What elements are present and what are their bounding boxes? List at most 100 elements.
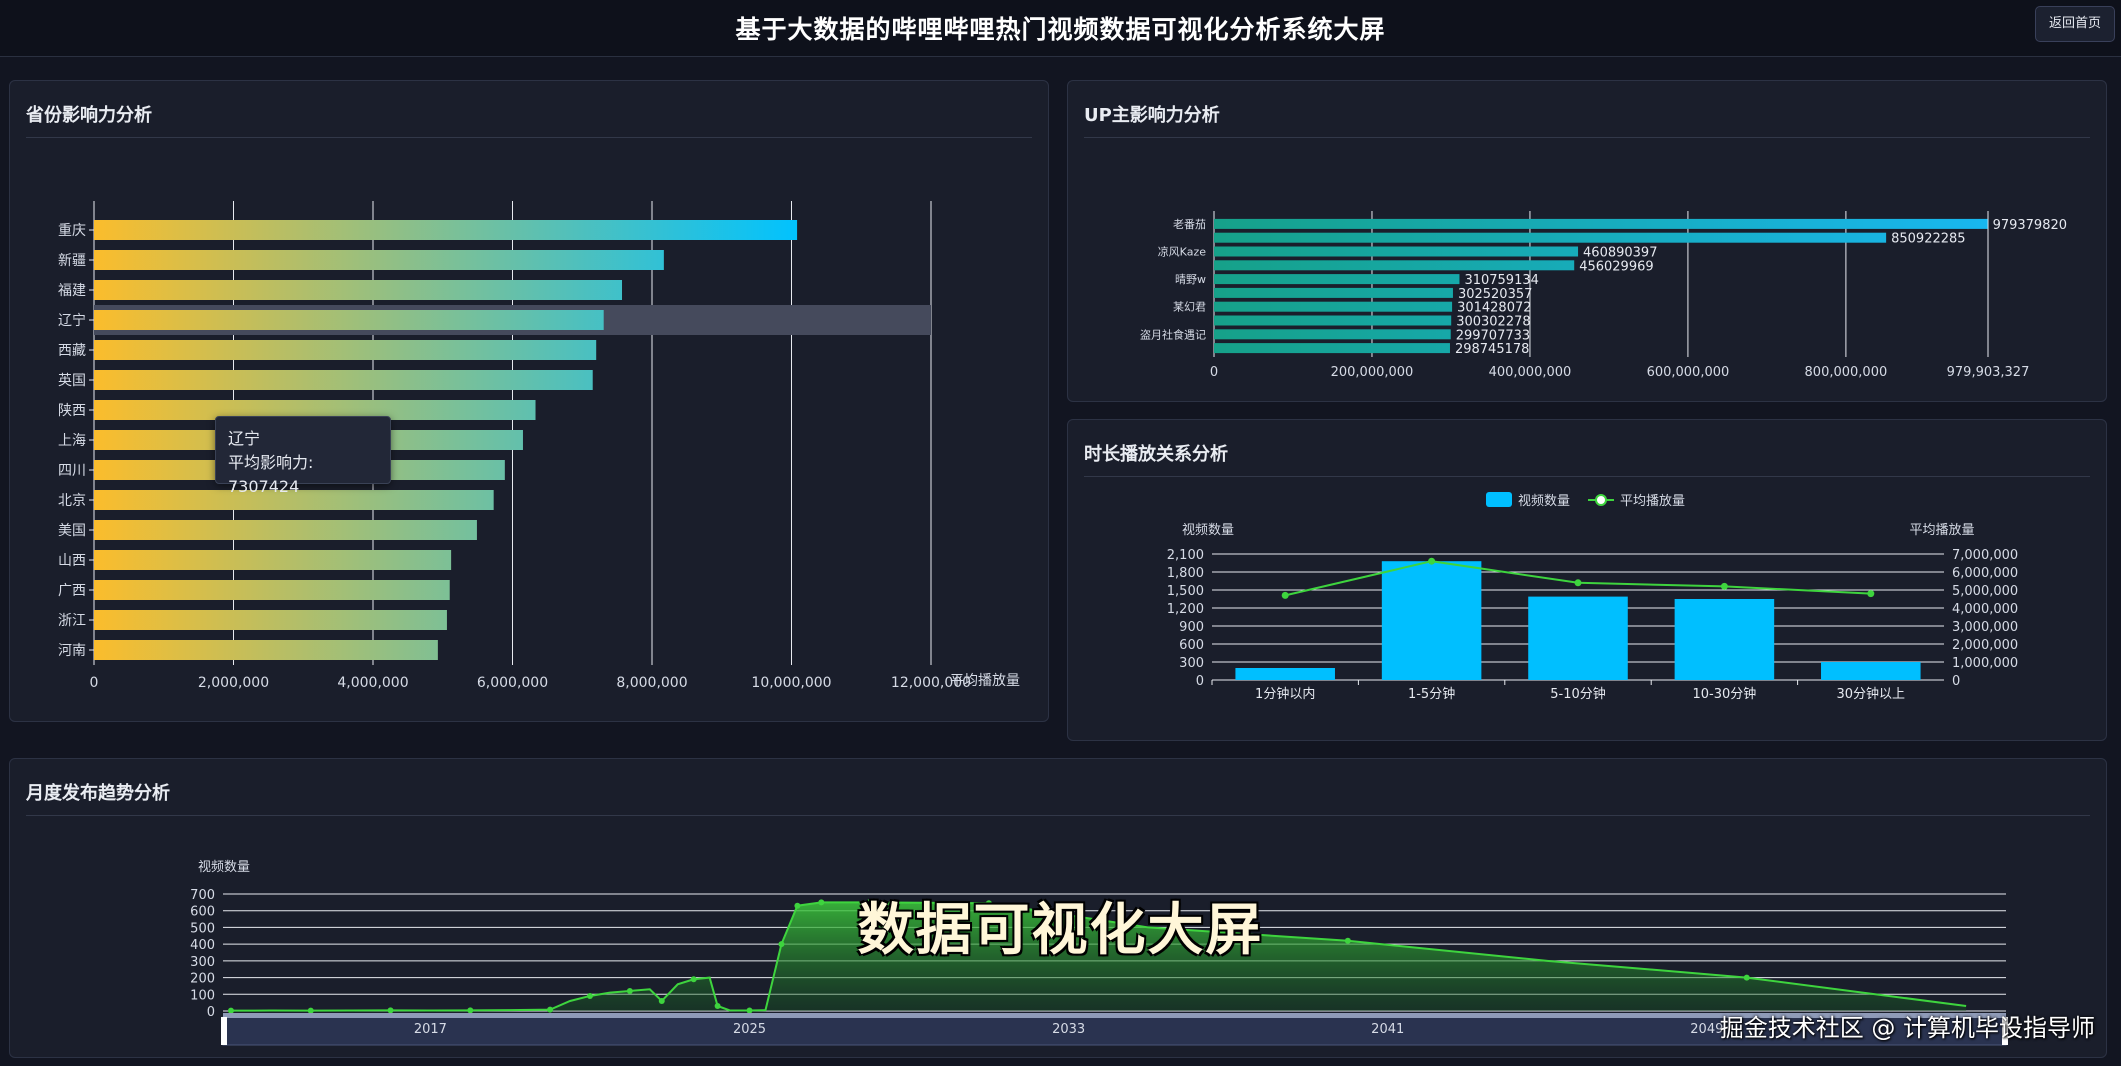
up-influence-panel: UP主影响力分析 0 200,000,000 400,000,000 600,000,… <box>1067 80 2107 402</box>
y-tick-label: 四川 <box>58 463 86 479</box>
chart-tooltip: 辽宁 平均影响力: 7307424 <box>215 416 391 496</box>
bar <box>1214 343 1450 354</box>
bar-浙江 <box>94 610 447 630</box>
trend-point <box>586 992 593 999</box>
bar-美国 <box>94 520 477 540</box>
y-tick-label: 北京 <box>58 493 86 509</box>
x-tick-label: 5-10分钟 <box>1550 686 1606 702</box>
data-label: 299707733 <box>1456 328 1530 343</box>
y-tick-label: 新疆 <box>58 253 86 269</box>
panel-title: 省份影响力分析 <box>26 105 152 126</box>
x-tick-label: 4,000,000 <box>337 675 408 691</box>
zoom-tick-label: 2041 <box>1371 1022 1404 1037</box>
bar-北京 <box>94 490 494 510</box>
y-tick-label: 晴野w <box>1175 273 1206 286</box>
zoom-slider-top <box>223 1013 2006 1018</box>
trend-point <box>794 902 801 909</box>
y-tick-label: 陕西 <box>58 403 86 419</box>
y-tick-label: 英国 <box>58 372 86 389</box>
y-tick-label-right: 3,000,000 <box>1952 620 2018 635</box>
video-caption: 数据可视化大屏 <box>857 898 1264 963</box>
bar-福建 <box>94 280 623 300</box>
top-bar: 基于大数据的哔哩哔哩热门视频数据可视化分析系统大屏 返回首页 <box>0 0 2121 57</box>
zoom-tick-label: 2017 <box>414 1022 447 1037</box>
legend-line-marker <box>1595 494 1607 506</box>
y-tick-label-left: 300 <box>1179 656 1204 671</box>
x-tick-label: 8,000,000 <box>616 675 687 691</box>
y-tick-label: 0 <box>207 1005 215 1020</box>
bar <box>1214 274 1460 285</box>
bar-广西 <box>94 580 450 600</box>
x-tick-label: 1分钟以内 <box>1255 686 1315 702</box>
trend-point <box>714 1002 721 1009</box>
x-tick-label: 2,000,000 <box>198 675 269 691</box>
divider <box>26 815 2090 816</box>
y-tick-label: 美国 <box>58 523 86 539</box>
trend-point <box>985 900 992 907</box>
bar <box>1214 246 1579 257</box>
trend-point <box>746 1007 753 1014</box>
y-tick-label: 某幻君 <box>1173 301 1206 314</box>
y-axis-title-left: 视频数量 <box>1182 523 1234 538</box>
legend-bar-swatch <box>1486 492 1512 507</box>
bar-30分钟以上 <box>1821 662 1921 680</box>
y-tick-label-left: 1,200 <box>1167 602 1204 617</box>
watermark: 掘金技术社区 @ 计算机毕设指导师 <box>1719 1014 2095 1042</box>
trend-area <box>230 902 1967 1011</box>
back-home-button[interactable]: 返回首页 <box>2035 6 2115 42</box>
zoom-handle-right <box>2002 1017 2008 1045</box>
y-tick-label-left: 1,500 <box>1167 584 1204 599</box>
x-tick-label: 600,000,000 <box>1647 365 1730 380</box>
x-tick-label: 10-30分钟 <box>1693 686 1757 702</box>
legend-label: 视频数量 <box>1518 494 1570 509</box>
y-tick-label-right: 1,000,000 <box>1952 656 2018 671</box>
divider <box>26 137 1032 138</box>
x-tick-label: 12,000,000 <box>891 675 971 691</box>
tooltip-title: 辽宁 <box>228 429 261 448</box>
y-tick-label: 700 <box>190 888 215 903</box>
up-bar-chart[interactable]: 0 200,000,000 400,000,000 600,000,000 800,00… <box>1068 81 2108 403</box>
duration-play-panel: 时长播放关系分析 视频数量 平均播放量 视频数量 平均播放量 0 300 600 900 1,2… <box>1067 419 2107 741</box>
y-axis-title: 视频数量 <box>198 860 250 875</box>
y-tick-label: 福建 <box>58 283 86 299</box>
data-label: 301428072 <box>1457 301 1531 316</box>
y-tick-label-left: 600 <box>1179 638 1204 653</box>
panel-title: 时长播放关系分析 <box>1084 444 1228 465</box>
trend-point <box>387 1007 394 1014</box>
bar-1-5分钟 <box>1381 561 1482 680</box>
trend-line <box>230 901 1967 1012</box>
zoom-tick-label: 2033 <box>1052 1022 1085 1037</box>
x-tick-label: 800,000,000 <box>1805 365 1888 380</box>
trend-point <box>818 899 825 906</box>
y-tick-label: 浙江 <box>58 613 86 629</box>
bar-山西 <box>94 550 452 570</box>
province-bar-chart[interactable]: 0 2,000,000 4,000,000 6,000,000 8,000,000 10,… <box>10 81 1050 723</box>
bar-西藏 <box>94 340 597 360</box>
x-tick-label: 400,000,000 <box>1489 365 1572 380</box>
y-tick-label: 300 <box>190 955 215 970</box>
bar-陕西 <box>94 400 536 420</box>
y-tick-label: 凉风Kaze <box>1158 245 1207 259</box>
trend-point <box>467 1007 474 1014</box>
y-tick-label-left: 1,800 <box>1167 566 1204 581</box>
legend-label: 平均播放量 <box>1620 494 1685 509</box>
y-tick-label: 辽宁 <box>58 312 86 329</box>
bar-新疆 <box>94 250 664 270</box>
y-axis-title-right: 平均播放量 <box>1909 523 1974 538</box>
line-point <box>1574 579 1582 587</box>
x-tick-label: 1-5分钟 <box>1408 686 1455 702</box>
line-point <box>1867 590 1875 598</box>
y-tick-label: 老番茄 <box>1173 217 1206 231</box>
trend-point <box>547 1006 554 1013</box>
panel-title: UP主影响力分析 <box>1084 105 1220 126</box>
zoom-tick-label: 2049 <box>1690 1022 1723 1037</box>
trend-point <box>1743 974 1750 981</box>
bar-重庆 <box>94 220 798 240</box>
x-tick-label: 6,000,000 <box>477 675 548 691</box>
trend-point <box>690 976 697 983</box>
panel-title: 月度发布趋势分析 <box>26 783 170 804</box>
trend-point <box>658 997 665 1004</box>
y-tick-label-left: 0 <box>1196 674 1204 689</box>
